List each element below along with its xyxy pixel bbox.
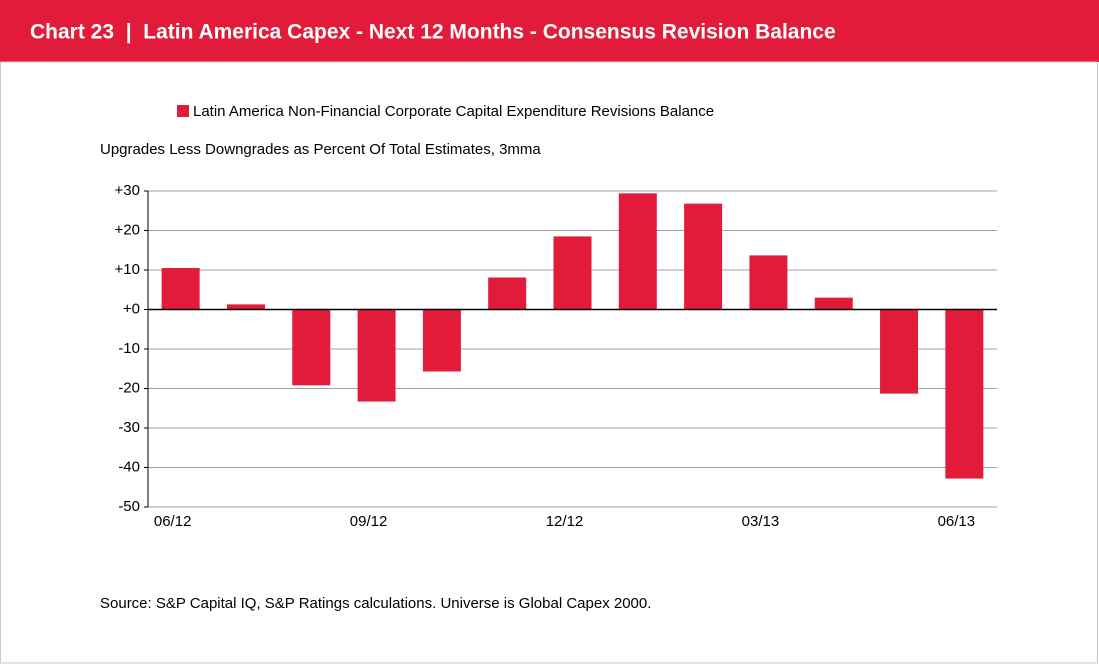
- y-tick-label: +20: [115, 221, 140, 238]
- y-tick-label: -30: [118, 419, 140, 436]
- chart-title: Chart 23 | Latin America Capex - Next 12…: [30, 21, 836, 44]
- legend-swatch: [177, 105, 189, 117]
- panel-border: [0, 61, 1098, 664]
- bar: [880, 309, 919, 394]
- legend-label: Latin America Non-Financial Corporate Ca…: [193, 103, 714, 120]
- bar: [553, 236, 592, 310]
- y-tick-label: +30: [115, 182, 140, 199]
- bar: [161, 268, 200, 310]
- bar: [357, 309, 396, 402]
- y-tick-label: +10: [115, 261, 140, 278]
- x-tick-label: 09/12: [350, 513, 388, 530]
- bar: [488, 277, 527, 310]
- y-tick-label: -50: [118, 498, 140, 515]
- x-tick-label: 06/12: [154, 513, 192, 530]
- bar: [226, 304, 265, 310]
- x-tick-label: 12/12: [546, 513, 584, 530]
- bar: [422, 309, 461, 372]
- y-tick-label: -10: [118, 340, 140, 357]
- y-tick-label: -20: [118, 379, 140, 396]
- bar: [749, 255, 788, 310]
- header-bar: [0, 0, 1099, 62]
- chart-subtitle: Upgrades Less Downgrades as Percent Of T…: [100, 141, 541, 158]
- bar: [945, 309, 984, 479]
- bar: [292, 309, 331, 386]
- bar: [814, 297, 853, 310]
- bar: [618, 193, 657, 310]
- y-tick-label: +0: [123, 300, 140, 317]
- y-tick-label: -40: [118, 458, 140, 475]
- source-note: Source: S&P Capital IQ, S&P Ratings calc…: [100, 595, 651, 612]
- x-tick-label: 03/13: [742, 513, 780, 530]
- x-tick-label: 06/13: [938, 513, 976, 530]
- bar: [684, 203, 723, 310]
